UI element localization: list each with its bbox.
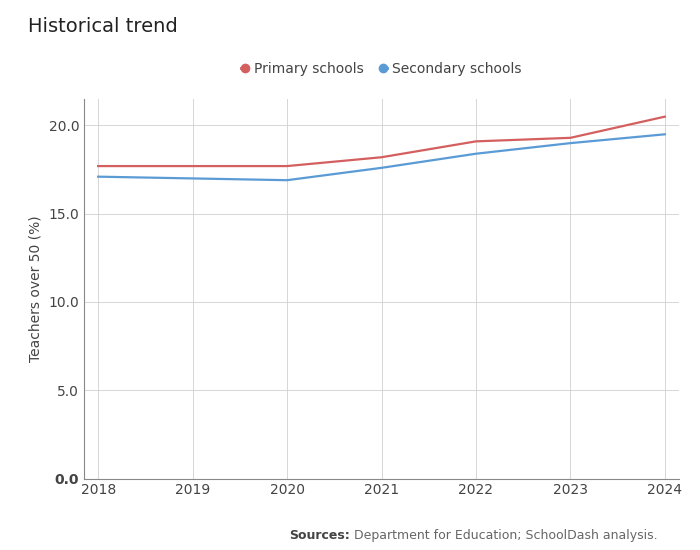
Text: Historical trend: Historical trend [28, 16, 178, 36]
Y-axis label: Teachers over 50 (%): Teachers over 50 (%) [29, 216, 43, 362]
Legend: Primary schools, Secondary schools: Primary schools, Secondary schools [235, 57, 528, 82]
Text: Sources:: Sources: [289, 529, 350, 542]
Text: Department for Education; SchoolDash analysis.: Department for Education; SchoolDash ana… [350, 529, 657, 542]
